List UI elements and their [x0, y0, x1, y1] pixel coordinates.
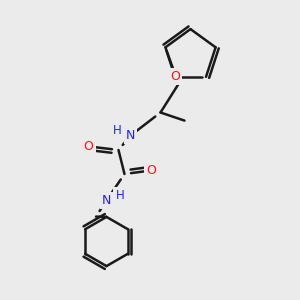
Text: O: O [147, 164, 156, 177]
Text: H: H [112, 124, 122, 137]
Text: O: O [84, 140, 93, 153]
Text: H: H [116, 189, 124, 203]
Text: N: N [126, 129, 135, 142]
Text: O: O [170, 70, 180, 83]
Text: N: N [102, 194, 111, 207]
